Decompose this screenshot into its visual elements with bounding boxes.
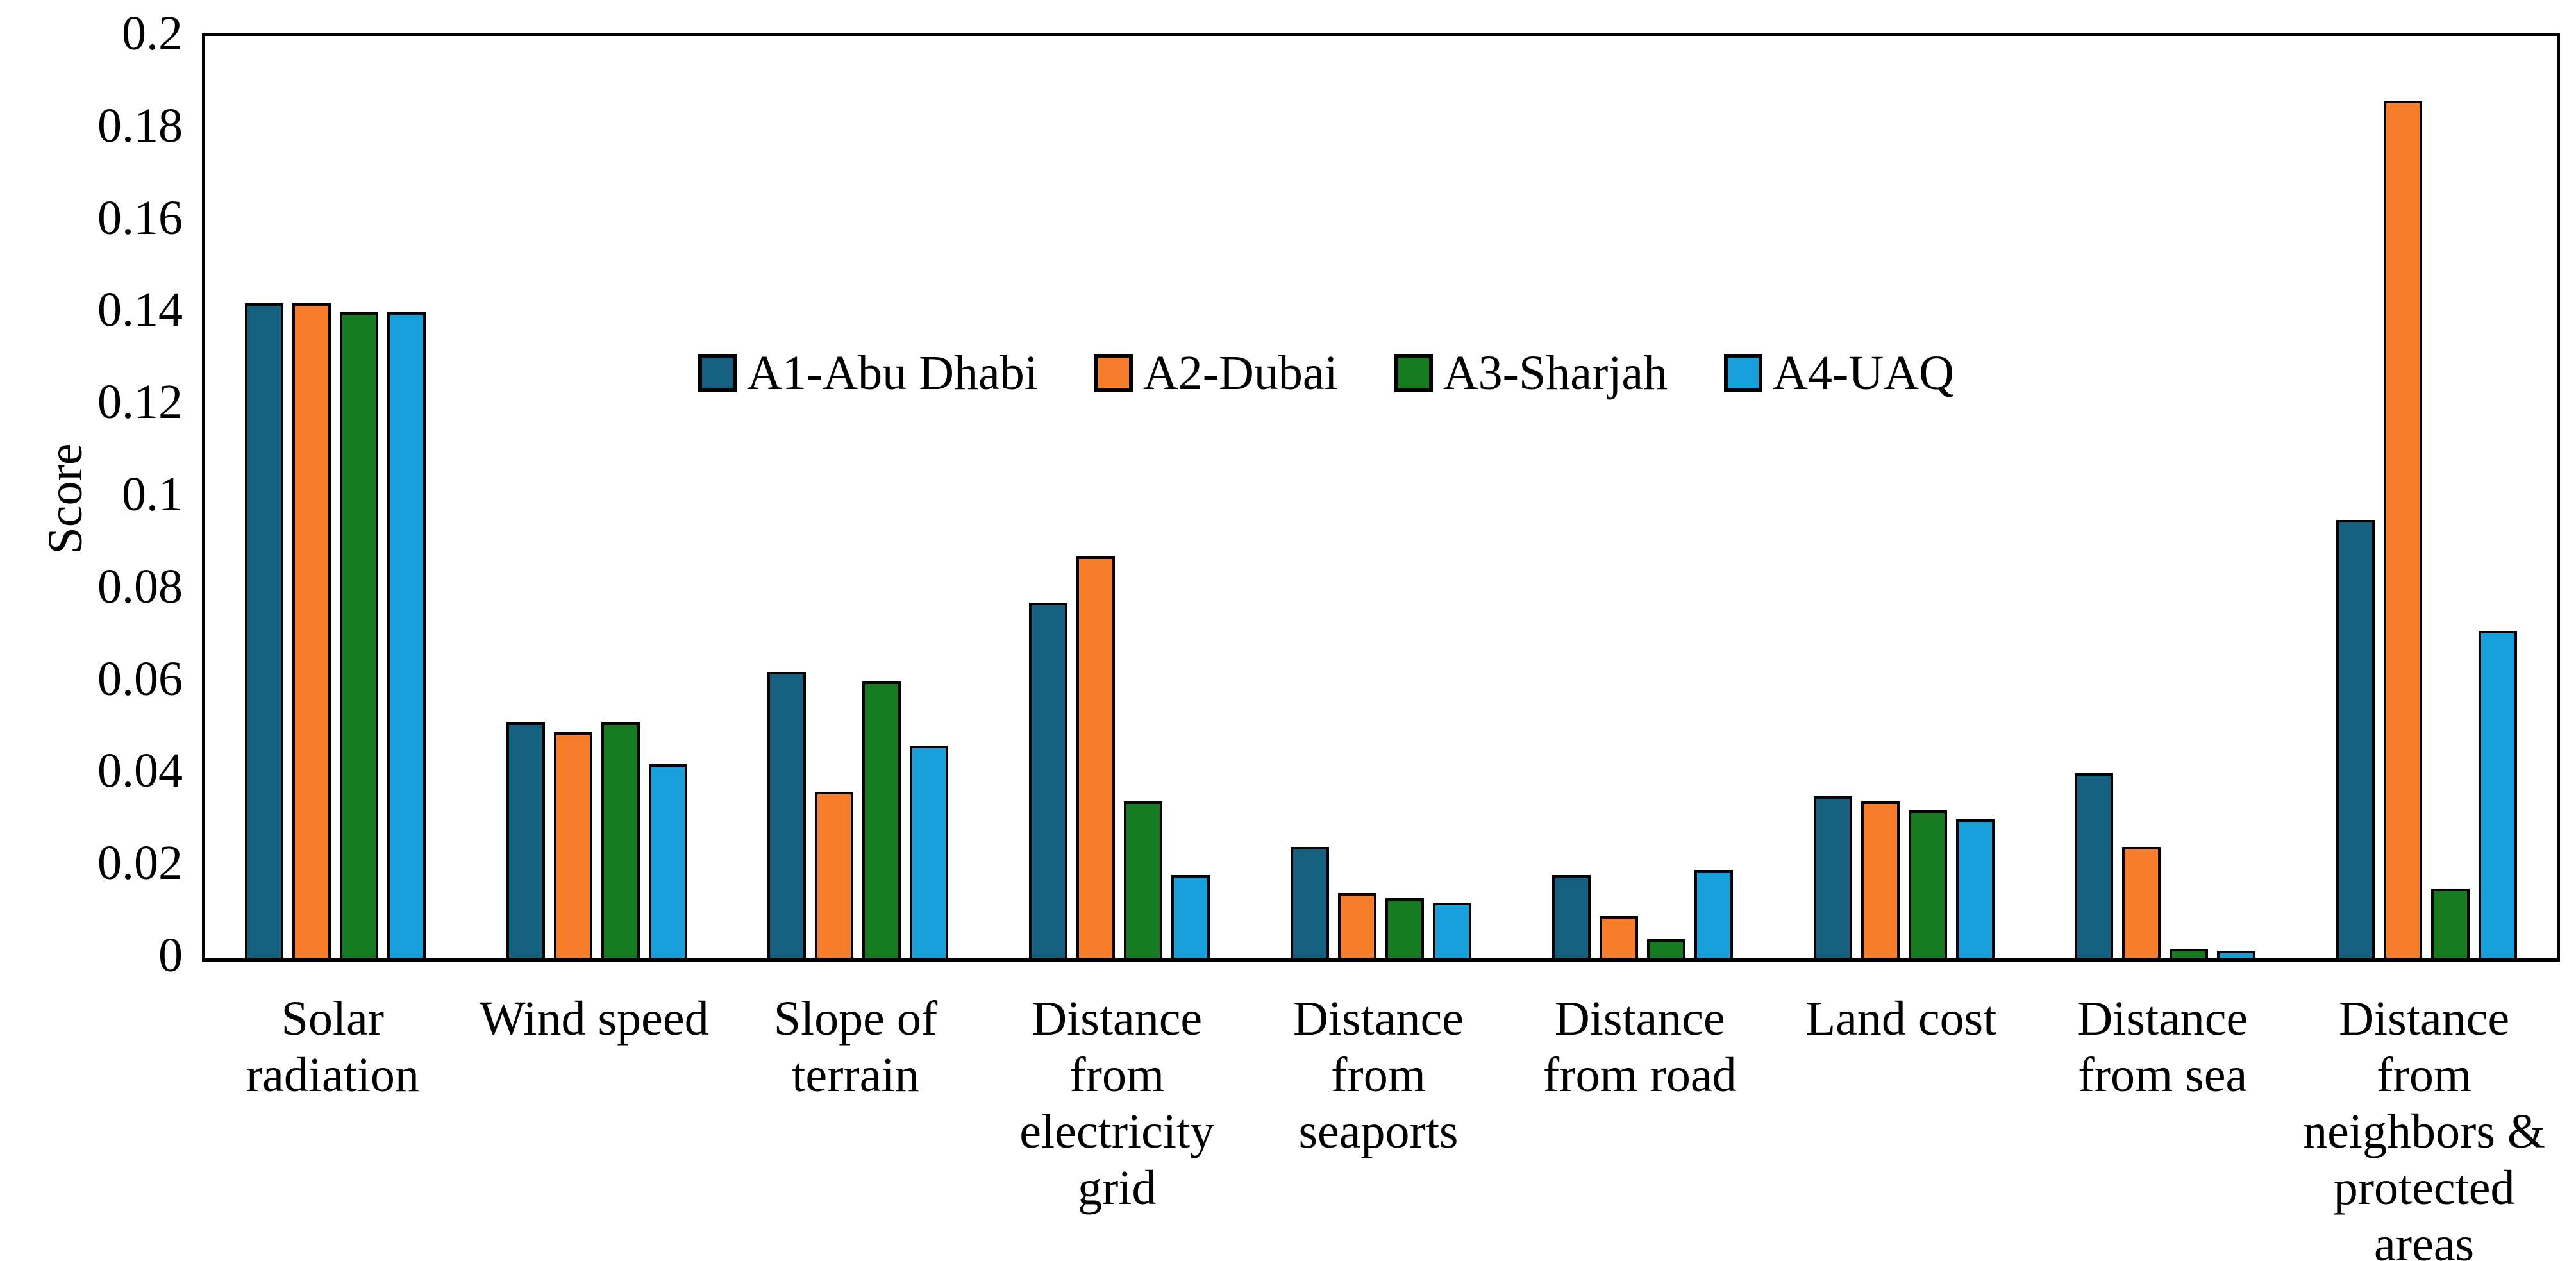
legend-swatch-icon: [698, 354, 737, 392]
bar: [2384, 101, 2423, 958]
x-category-label: Solar radiation: [246, 992, 419, 1102]
y-tick-label: 0.12: [97, 375, 183, 430]
legend-swatch-icon: [1394, 354, 1433, 392]
legend-item: A3-Sharjah: [1394, 345, 1668, 401]
bar-group: [728, 36, 989, 958]
y-tick-label: 0: [158, 928, 183, 982]
bar-group: [466, 36, 728, 958]
x-category-label: Distance from road: [1543, 992, 1737, 1102]
bar-group: [2034, 36, 2296, 958]
bar: [1813, 796, 1852, 958]
legend-swatch-icon: [1724, 354, 1763, 392]
x-category-label: Slope of terrain: [773, 992, 938, 1102]
bar: [1337, 893, 1376, 958]
x-category-label: Land cost: [1805, 992, 1997, 1046]
y-tick-label: 0.18: [97, 98, 183, 153]
y-tick-label: 0.04: [97, 744, 183, 798]
bar: [2217, 951, 2256, 958]
x-category-label: Distance from sea: [2077, 992, 2248, 1102]
bar: [506, 722, 545, 958]
bar: [1599, 916, 1638, 958]
y-tick-label: 0.14: [97, 283, 183, 337]
bar: [1955, 819, 1995, 958]
bar: [1385, 898, 1424, 958]
bar: [2479, 631, 2518, 958]
legend-label: A4-UAQ: [1773, 346, 1954, 400]
x-category-label: Distance from electricity grid: [1019, 992, 1215, 1215]
bar-group: [1773, 36, 2035, 958]
legend-label: A3-Sharjah: [1443, 346, 1668, 400]
bar: [1908, 810, 1947, 958]
bar: [910, 746, 949, 958]
bar: [387, 312, 426, 958]
bar: [1861, 801, 1900, 958]
plot-area: A1-Abu Dhabi A2-Dubai A3-Sharjah A4-UAQ: [202, 33, 2560, 962]
bar: [2075, 773, 2114, 958]
bar: [2336, 520, 2375, 958]
bar: [339, 312, 378, 958]
bar: [815, 792, 854, 958]
x-category-label: Distance from seaports: [1293, 992, 1464, 1158]
x-category-label: Distance from neighbors & protected area…: [2303, 992, 2546, 1261]
legend-item: A4-UAQ: [1724, 345, 1954, 401]
bar: [244, 303, 283, 958]
legend-label: A2-Dubai: [1142, 346, 1338, 400]
bar: [2122, 847, 2161, 958]
bar-group: [1512, 36, 1773, 958]
legend-label: A1-Abu Dhabi: [747, 346, 1038, 400]
y-tick-label: 0.02: [97, 836, 183, 890]
bar: [767, 672, 807, 958]
bar: [292, 303, 331, 958]
bar: [1694, 870, 1733, 958]
bar-group: [205, 36, 466, 958]
bar: [1124, 801, 1163, 958]
y-tick-label: 0.06: [97, 651, 183, 706]
bar-group: [2296, 36, 2557, 958]
legend-swatch-icon: [1094, 354, 1133, 392]
bar: [2431, 889, 2470, 958]
y-tick-label: 0.16: [97, 190, 183, 245]
y-tick-label: 0.2: [122, 6, 183, 60]
bar: [2170, 949, 2209, 958]
bar: [601, 722, 640, 958]
bar: [1432, 903, 1471, 958]
bar: [648, 764, 687, 958]
bar: [1290, 847, 1329, 958]
legend-item: A2-Dubai: [1094, 345, 1338, 401]
y-tick-label: 0.1: [122, 467, 183, 521]
bar-group: [1250, 36, 1512, 958]
legend: A1-Abu Dhabi A2-Dubai A3-Sharjah A4-UAQ: [698, 345, 1954, 401]
bar: [1029, 603, 1068, 958]
bar-group: [989, 36, 1250, 958]
y-tick-label: 0.08: [97, 559, 183, 614]
bar: [1646, 939, 1685, 958]
bar: [1171, 875, 1210, 958]
x-category-label: Wind speed: [479, 992, 709, 1046]
legend-item: A1-Abu Dhabi: [698, 345, 1038, 401]
bar: [553, 732, 592, 958]
bar: [1076, 556, 1116, 958]
bar: [862, 681, 901, 958]
bar: [1551, 875, 1591, 958]
